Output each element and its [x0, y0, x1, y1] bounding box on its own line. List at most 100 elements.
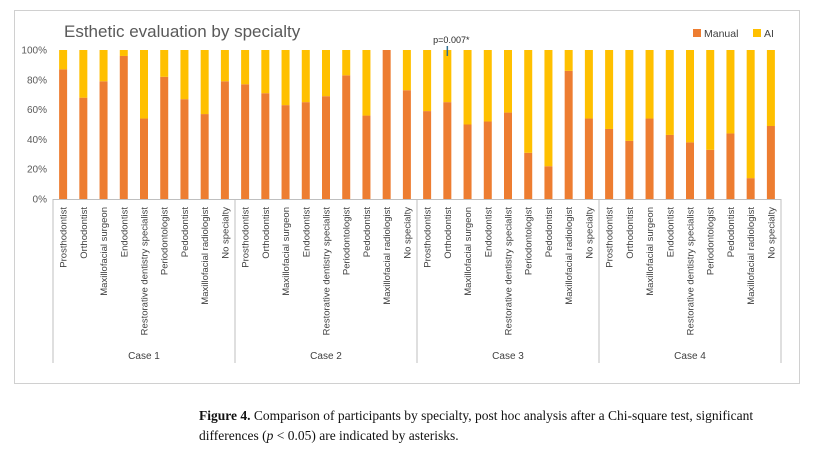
x-category-label: Periodontologist: [342, 207, 353, 275]
group-label: Case 4: [674, 351, 706, 362]
caption-text-before: Comparison of participants by specialty,…: [199, 408, 754, 443]
caption-text-after: < 0.05) are indicated by asterisks.: [273, 428, 459, 443]
y-tick-label: 60%: [27, 105, 47, 116]
bar-manual-case2-7: [382, 50, 391, 199]
bar-ai-case1-2: [99, 50, 108, 82]
bar-manual-case2-3: [301, 102, 310, 199]
bar-manual-case1-7: [200, 114, 209, 199]
x-category-label: Endodontist: [119, 207, 130, 258]
bar-ai-case4-4: [686, 50, 694, 143]
chart-frame: Esthetic evaluation by specialty Manual AI…: [14, 10, 800, 384]
bar-manual-case4-2: [645, 118, 654, 199]
x-category-label: Restorative dentistry specialist: [140, 207, 151, 336]
x-category-label: Maxillofacial radiologist: [564, 207, 575, 305]
legend-label-ai: AI: [764, 28, 774, 40]
bar-manual-case3-3: [483, 121, 492, 199]
bar-ai-case2-4: [322, 50, 330, 97]
bar-ai-case3-2: [463, 50, 472, 125]
bar-ai-case4-1: [625, 50, 634, 141]
group-label: Case 2: [310, 351, 342, 362]
bar-ai-case3-3: [483, 50, 492, 122]
bar-manual-case4-4: [686, 142, 694, 199]
bar-ai-case4-3: [665, 50, 674, 135]
bar-manual-case3-2: [463, 124, 472, 199]
bar-ai-case1-6: [180, 50, 189, 100]
x-category-label: No specialty: [766, 207, 777, 259]
x-category-label: Periodontologist: [706, 207, 717, 275]
bar-ai-case3-6: [544, 50, 553, 167]
x-category-label: Periodontologist: [160, 207, 171, 275]
y-tick-label: 20%: [27, 165, 47, 176]
bar-manual-case4-1: [625, 140, 634, 199]
bar-ai-case2-3: [301, 50, 310, 103]
x-category-label: Orthodontist: [79, 207, 90, 259]
bar-manual-case2-5: [342, 75, 351, 199]
bar-manual-case1-0: [59, 69, 68, 199]
x-category-label: Endodontist: [301, 207, 312, 258]
group-label: Case 3: [492, 351, 524, 362]
x-category-label: Periodontologist: [524, 207, 535, 275]
y-tick-label: 0%: [33, 195, 48, 206]
significance-annotation: p=0.007*: [433, 35, 470, 45]
y-tick-label: 100%: [21, 46, 47, 57]
bar-manual-case1-8: [220, 81, 229, 199]
caption-p-symbol: p: [266, 428, 274, 443]
bar-ai-case2-8: [402, 50, 411, 91]
bar-manual-case3-8: [584, 118, 593, 199]
bar-ai-case1-3: [119, 50, 128, 56]
bar-manual-case3-7: [564, 70, 573, 199]
bar-ai-case2-6: [362, 50, 371, 116]
bar-manual-case2-6: [362, 115, 371, 199]
bar-ai-case4-5: [706, 50, 715, 150]
bar-ai-case2-1: [261, 50, 270, 94]
bar-ai-case4-6: [726, 50, 735, 134]
bar-manual-case2-8: [402, 90, 411, 199]
bar-manual-case2-1: [261, 93, 270, 199]
x-category-label: Endodontist: [483, 207, 494, 258]
x-category-label: Orthodontist: [443, 207, 454, 259]
bar-manual-case3-4: [504, 112, 512, 199]
stacked-bar-chart: Esthetic evaluation by specialty Manual AI…: [21, 22, 782, 363]
x-category-label: Pedodontist: [544, 207, 555, 258]
bar-ai-case2-5: [342, 50, 351, 76]
x-category-label: Prosthodontist: [423, 207, 434, 268]
x-category-label: Restorative dentistry specialist: [322, 207, 333, 336]
bar-ai-case3-4: [504, 50, 512, 113]
bar-ai-case2-2: [281, 50, 290, 106]
bar-manual-case3-5: [524, 152, 533, 199]
bar-ai-case1-8: [220, 50, 229, 82]
bar-manual-case2-0: [241, 84, 250, 199]
x-category-label: Restorative dentistry specialist: [686, 207, 697, 336]
chart-title: Esthetic evaluation by specialty: [64, 22, 301, 41]
bar-ai-case1-4: [140, 50, 148, 119]
bar-manual-case4-7: [746, 178, 755, 199]
bar-ai-case1-1: [79, 50, 88, 98]
x-category-label: Endodontist: [665, 207, 676, 258]
x-category-label: Maxillofacial radiologist: [382, 207, 393, 305]
x-category-label: Orthodontist: [261, 207, 272, 259]
bar-manual-case4-3: [665, 134, 674, 199]
x-category-label: Maxillofacial surgeon: [645, 207, 656, 296]
bar-ai-case4-0: [605, 50, 614, 129]
bar-manual-case2-4: [322, 96, 330, 199]
bar-manual-case3-6: [544, 166, 553, 199]
bar-manual-case4-5: [706, 149, 715, 199]
bar-manual-case1-5: [160, 76, 169, 199]
y-tick-label: 40%: [27, 135, 47, 146]
caption-label: Figure 4.: [199, 408, 251, 423]
bar-manual-case1-2: [99, 81, 108, 199]
bar-ai-case2-0: [241, 50, 250, 85]
bar-ai-case3-1: [443, 50, 452, 103]
figure-caption: Figure 4. Comparison of participants by …: [199, 406, 809, 446]
x-category-label: Maxillofacial surgeon: [463, 207, 474, 296]
bar-ai-case3-0: [423, 50, 432, 112]
bar-manual-case1-3: [119, 55, 128, 200]
x-category-label: Pedodontist: [180, 207, 191, 258]
x-category-label: Orthodontist: [625, 207, 636, 259]
bar-ai-case4-7: [746, 50, 755, 179]
x-category-label: No specialty: [220, 207, 231, 259]
bar-ai-case4-8: [766, 50, 775, 126]
bar-manual-case2-2: [281, 105, 290, 199]
bar-ai-case1-0: [59, 50, 68, 70]
legend-swatch-manual: [693, 29, 701, 37]
